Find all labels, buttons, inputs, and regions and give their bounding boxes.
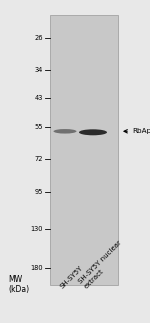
Bar <box>50 15 118 285</box>
Text: MW
(kDa): MW (kDa) <box>8 275 29 294</box>
Text: 72: 72 <box>34 156 43 162</box>
Text: RbAp48: RbAp48 <box>132 128 150 134</box>
Text: 180: 180 <box>30 265 43 271</box>
Text: 26: 26 <box>34 35 43 41</box>
Text: 43: 43 <box>35 95 43 101</box>
Text: 34: 34 <box>35 67 43 73</box>
Ellipse shape <box>54 129 76 133</box>
Text: 130: 130 <box>30 226 43 232</box>
Text: SH-SY5Y nuclear
extract: SH-SY5Y nuclear extract <box>78 240 128 290</box>
Text: 95: 95 <box>35 189 43 195</box>
Ellipse shape <box>79 129 107 135</box>
Text: 55: 55 <box>34 124 43 130</box>
Text: SH-SY5Y: SH-SY5Y <box>59 265 84 290</box>
